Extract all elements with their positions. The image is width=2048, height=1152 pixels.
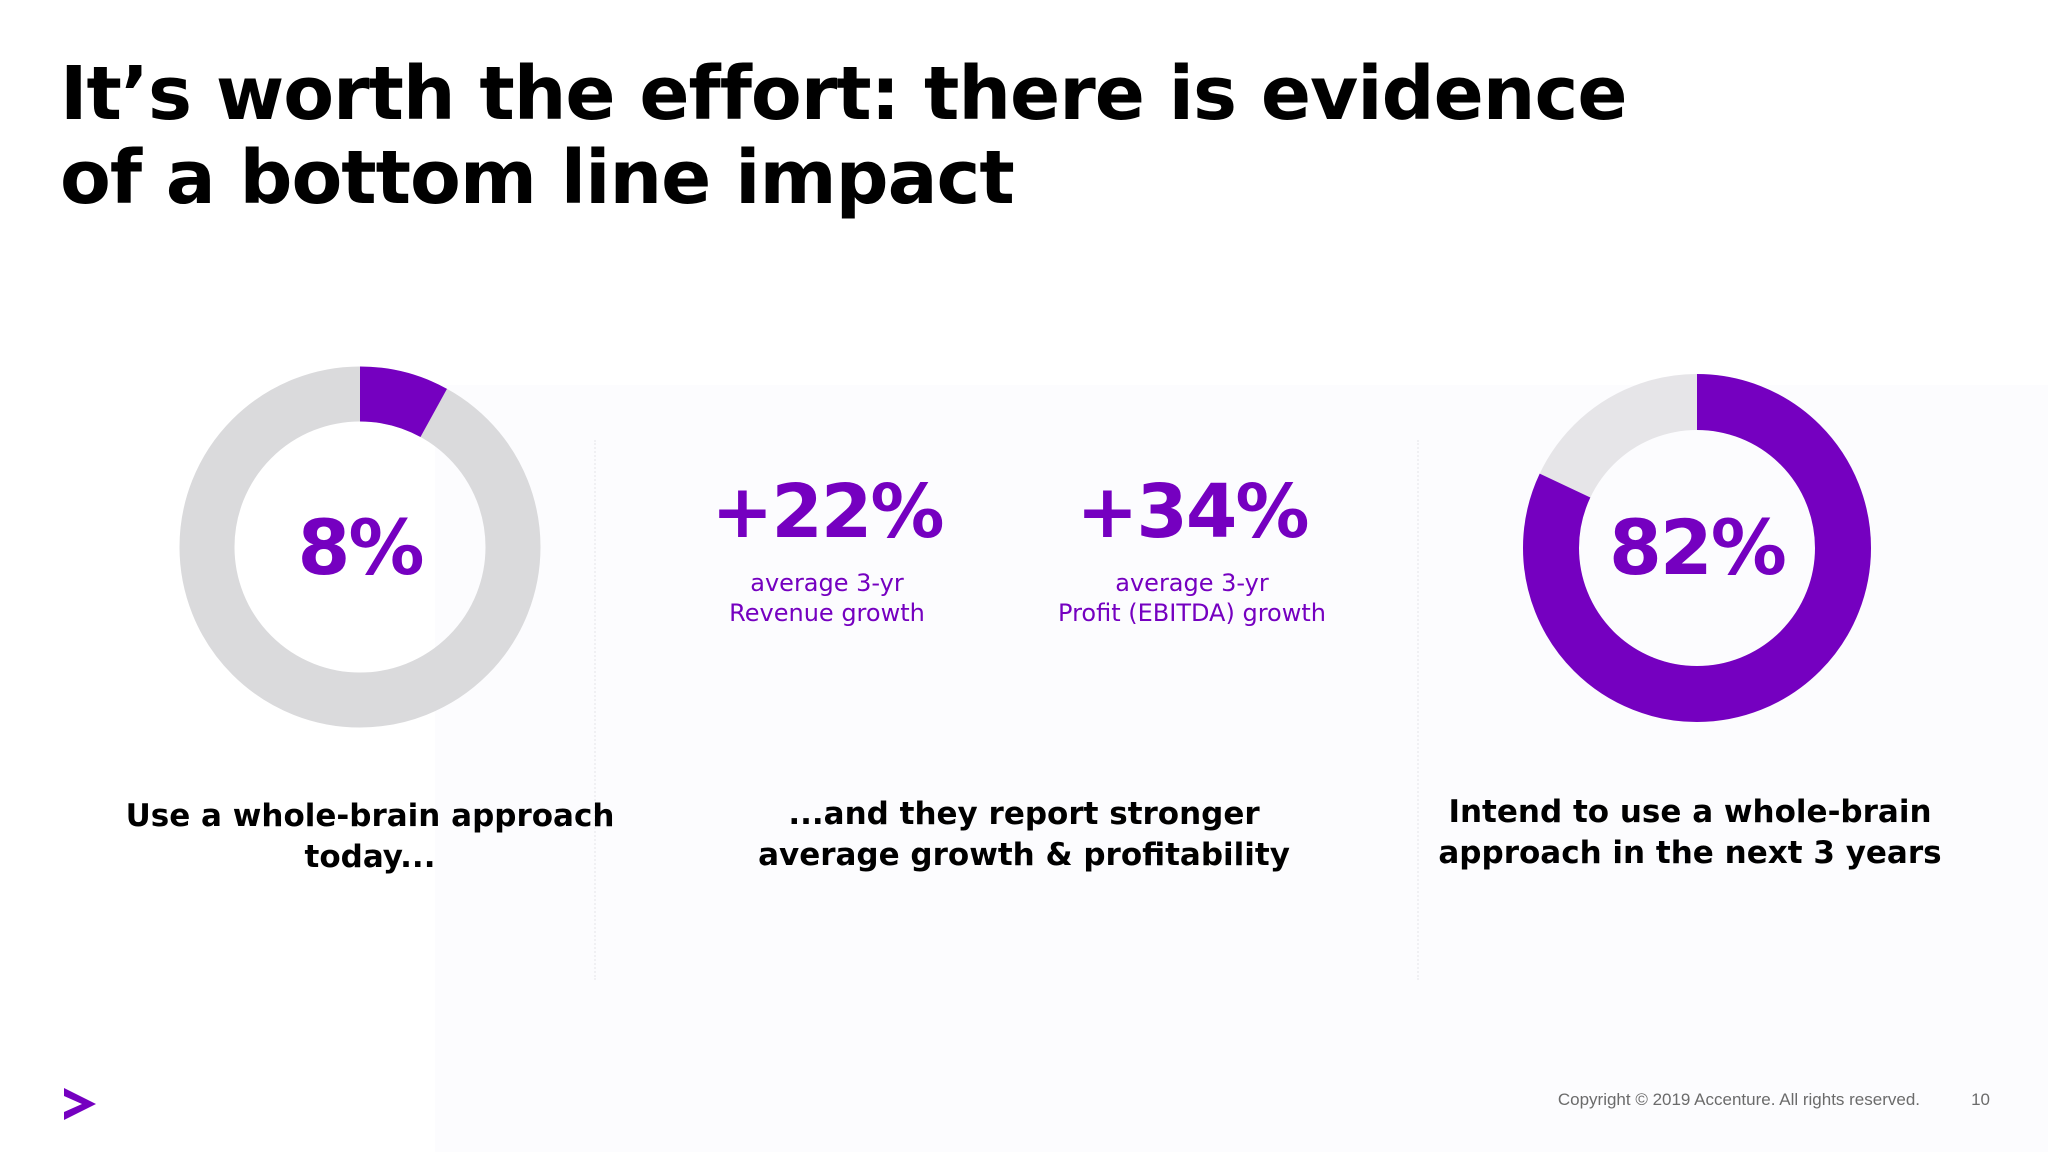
donut-value-next-3-years: 82% [1609, 503, 1787, 592]
caption-next-3-years-line-2: approach in the next 3 years [1438, 835, 1942, 871]
background-shade [435, 385, 2048, 1152]
panel-divider-left [594, 440, 596, 980]
caption-today-line-2: today... [304, 839, 436, 875]
stat-label-revenue-line-1: average 3-yr [750, 569, 904, 597]
stat-label-revenue-line-2: Revenue growth [729, 599, 925, 627]
caption-growth: ...and they report stronger average grow… [724, 794, 1324, 876]
panel-divider-right [1417, 440, 1419, 980]
stat-label-profit-line-2: Profit (EBITDA) growth [1058, 599, 1326, 627]
caption-growth-line-1: ...and they report stronger [788, 796, 1260, 832]
page-number: 10 [1971, 1090, 1990, 1109]
stat-label-profit: average 3-yr Profit (EBITDA) growth [1012, 568, 1372, 628]
slide-title: It’s worth the effort: there is evidence… [60, 52, 1660, 220]
donut-chart-today [179, 366, 541, 728]
caption-next-3-years-line-1: Intend to use a whole-brain [1448, 794, 1932, 830]
stat-label-profit-line-1: average 3-yr [1115, 569, 1269, 597]
donut-value-today: 8% [297, 503, 424, 592]
accenture-logo-icon [64, 1088, 96, 1120]
copyright-text: Copyright © 2019 Accenture. All rights r… [1557, 1090, 1920, 1109]
stat-label-revenue: average 3-yr Revenue growth [667, 568, 987, 628]
caption-today: Use a whole-brain approach today... [110, 796, 630, 878]
donut-chart-next-3-years [1523, 374, 1871, 722]
donut-arc-next-3-years [1523, 374, 1871, 722]
donut-arc-today [179, 366, 541, 728]
caption-today-line-1: Use a whole-brain approach [125, 798, 615, 834]
stat-value-profit: +34% [1076, 469, 1309, 555]
caption-growth-line-2: average growth & profitability [758, 837, 1290, 873]
caption-next-3-years: Intend to use a whole-brain approach in … [1390, 792, 1990, 874]
slide-title-line-1: It’s worth the effort: there is evidence [60, 51, 1628, 137]
stat-value-revenue: +22% [711, 469, 944, 555]
slide-title-line-2: of a bottom line impact [60, 135, 1015, 221]
